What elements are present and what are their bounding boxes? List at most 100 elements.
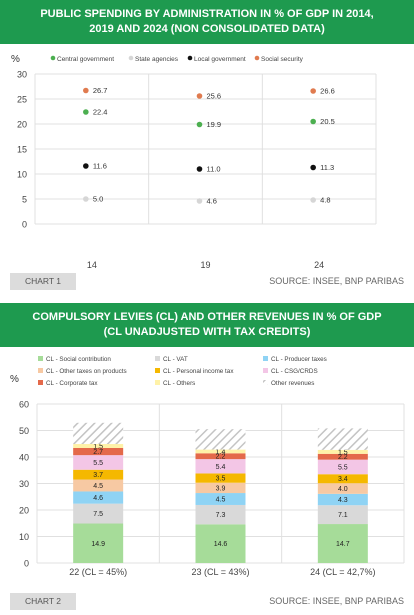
- x-tick-label: 24: [314, 260, 324, 270]
- legend-label: CL - Producer taxes: [271, 356, 327, 363]
- x-tick-label: 22 (CL = 45%): [69, 567, 127, 577]
- bar-segment: [195, 482, 246, 494]
- legend-label: CL - Social contribution: [46, 356, 111, 363]
- chart2-label: CHART 2: [10, 593, 76, 610]
- chart2-title-banner: COMPULSORY LEVIES (CL) AND OTHER REVENUE…: [0, 303, 414, 347]
- bar-value-label: 4.5: [93, 483, 103, 490]
- data-point: [83, 109, 89, 115]
- bar-segment: [317, 483, 368, 494]
- bar-value-label: 5.5: [338, 464, 348, 471]
- legend-label: CL - VAT: [163, 356, 188, 363]
- bar-segment: [73, 455, 124, 470]
- legend-swatch: [254, 55, 260, 61]
- x-tick-label: 23 (CL = 43%): [192, 567, 250, 577]
- legend-swatch: [263, 368, 268, 373]
- legend-swatch: [263, 380, 268, 385]
- chart2-source: SOURCE: INSEE, BNP PARIBAS: [269, 596, 404, 606]
- legend-label: Other revenues: [271, 380, 314, 387]
- legend-label: Central government: [57, 56, 114, 63]
- data-label: 26.6: [320, 87, 335, 96]
- bar-value-label: 2.7: [93, 449, 103, 456]
- y-tick-label: 30: [17, 70, 27, 80]
- legend-swatch: [38, 380, 43, 385]
- data-point: [83, 163, 89, 169]
- bar-segment: [195, 493, 246, 505]
- data-label: 25.6: [207, 92, 222, 101]
- data-label: 20.5: [320, 117, 335, 126]
- bar-segment: [317, 459, 368, 475]
- bar-segment: [73, 469, 124, 480]
- chart2-title-line2: (CL UNADJUSTED WITH TAX CREDITS): [103, 326, 311, 338]
- legend-label: CL - Personal income tax: [163, 368, 234, 375]
- chart1-title-line1: PUBLIC SPENDING BY ADMINISTRATION IN % O…: [40, 8, 374, 20]
- bar-value-label: 7.3: [216, 512, 226, 519]
- bar-value-label: 2.2: [216, 454, 226, 461]
- chart1-source: SOURCE: INSEE, BNP PARIBAS: [269, 276, 404, 286]
- legend-swatch: [155, 356, 160, 361]
- bar-value-label: 14.9: [91, 541, 105, 548]
- y-tick-label: 40: [19, 453, 29, 463]
- bar-value-label: 5.4: [216, 464, 226, 471]
- y-tick-label: 5: [22, 195, 27, 205]
- legend-swatch: [50, 55, 56, 61]
- y-tick-label: 30: [19, 479, 29, 489]
- data-point: [310, 164, 316, 171]
- bar-value-label: 14.7: [336, 541, 350, 548]
- legend-swatch: [187, 55, 193, 61]
- bar-value-label: 7.1: [338, 512, 348, 519]
- bar-value-label: 4.5: [216, 497, 226, 504]
- chart1-footer: CHART 1 SOURCE: INSEE, BNP PARIBAS: [0, 273, 414, 293]
- bar-segment: [317, 449, 368, 454]
- y-tick-label: 15: [17, 145, 27, 155]
- data-label: 11.3: [320, 163, 334, 172]
- legend-label: Local government: [194, 56, 246, 63]
- bar-value-label: 3.5: [216, 476, 226, 483]
- data-label: 19.9: [207, 120, 222, 129]
- legend-swatch: [128, 55, 134, 61]
- data-point: [196, 198, 203, 204]
- chart1-title-banner: PUBLIC SPENDING BY ADMINISTRATION IN % O…: [0, 0, 414, 44]
- bar-segment: [195, 524, 246, 563]
- data-label: 4.6: [207, 197, 217, 206]
- bar-segment: [195, 429, 246, 450]
- data-point: [83, 196, 89, 202]
- chart1-title-line2: 2019 AND 2024 (NON CONSOLIDATED DATA): [89, 23, 325, 35]
- bar-segment: [317, 474, 368, 484]
- y-axis-label: %: [10, 374, 19, 385]
- chart2-footer: CHART 2 SOURCE: INSEE, BNP PARIBAS: [0, 593, 414, 613]
- legend-swatch: [155, 380, 160, 385]
- y-axis-label: %: [11, 54, 20, 65]
- legend-swatch: [38, 356, 43, 361]
- bar-segment: [195, 459, 246, 474]
- chart2-title-line1: COMPULSORY LEVIES (CL) AND OTHER REVENUE…: [32, 311, 382, 323]
- bar-value-label: 3.4: [338, 476, 348, 483]
- data-point: [196, 166, 203, 172]
- bar-segment: [73, 503, 124, 524]
- bar-value-label: 4.3: [338, 497, 348, 504]
- bar-value-label: 1.4: [216, 449, 226, 456]
- bar-value-label: 1.5: [338, 449, 348, 456]
- legend-label: CL - Corporate tax: [46, 380, 98, 387]
- legend-swatch: [263, 356, 268, 361]
- legend-swatch: [155, 368, 160, 373]
- bar-value-label: 3.7: [93, 472, 103, 479]
- bar-segment: [317, 453, 368, 460]
- y-tick-label: 10: [17, 170, 27, 180]
- data-label: 5.0: [93, 195, 103, 204]
- data-label: 11.0: [207, 165, 221, 174]
- bar-segment: [195, 453, 246, 460]
- legend-label: CL - Others: [163, 380, 195, 387]
- bar-segment: [317, 524, 368, 563]
- data-point: [83, 87, 89, 94]
- x-tick-label: 19: [200, 260, 210, 270]
- chart1-plot: Central government State agencies Local go…: [11, 54, 377, 270]
- chart1-label: CHART 1: [10, 273, 76, 290]
- y-tick-label: 25: [17, 95, 27, 105]
- bar-segment: [195, 504, 246, 525]
- bar-segment: [195, 449, 246, 454]
- bar-segment: [317, 493, 368, 506]
- bar-value-label: 5.5: [93, 460, 103, 467]
- y-tick-label: 20: [17, 120, 27, 130]
- y-tick-label: 0: [22, 220, 27, 230]
- y-tick-label: 60: [19, 400, 29, 410]
